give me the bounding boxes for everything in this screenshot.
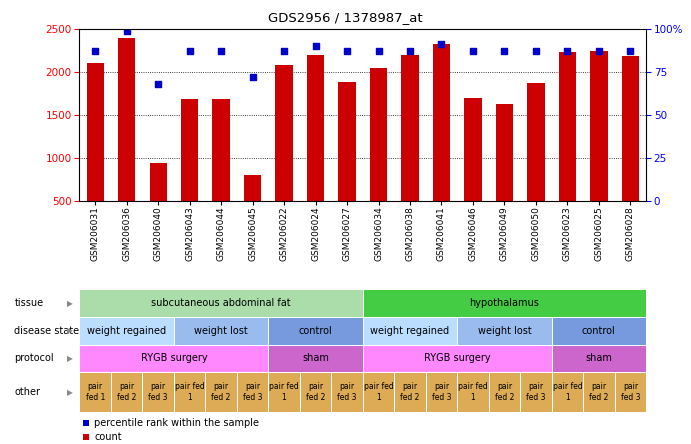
- Text: pair fed
1: pair fed 1: [363, 382, 393, 402]
- Point: [625, 48, 636, 55]
- Text: pair
fed 2: pair fed 2: [117, 382, 136, 402]
- Text: pair
fed 3: pair fed 3: [149, 382, 168, 402]
- Text: control: control: [299, 326, 332, 336]
- Text: pair
fed 2: pair fed 2: [211, 382, 231, 402]
- Point: [310, 43, 321, 50]
- Bar: [339, 82, 356, 244]
- Text: pair
fed 2: pair fed 2: [306, 382, 325, 402]
- Bar: [212, 99, 230, 244]
- Text: count: count: [94, 432, 122, 442]
- Text: disease state: disease state: [15, 326, 79, 336]
- Bar: [149, 163, 167, 244]
- Bar: [433, 44, 450, 244]
- Text: weight regained: weight regained: [87, 326, 167, 336]
- Text: pair
fed 3: pair fed 3: [243, 382, 263, 402]
- Text: ▶: ▶: [67, 326, 73, 335]
- Point: [121, 27, 132, 34]
- Point: [594, 48, 605, 55]
- Bar: [307, 55, 324, 244]
- Text: tissue: tissue: [15, 298, 44, 308]
- Bar: [495, 104, 513, 244]
- Text: GDS2956 / 1378987_at: GDS2956 / 1378987_at: [268, 11, 423, 24]
- Text: weight lost: weight lost: [194, 326, 248, 336]
- Point: [278, 48, 290, 55]
- Bar: [401, 55, 419, 244]
- Text: pair
fed 2: pair fed 2: [495, 382, 514, 402]
- Bar: [464, 98, 482, 244]
- Point: [436, 41, 447, 48]
- Text: ▶: ▶: [67, 299, 73, 308]
- Text: hypothalamus: hypothalamus: [469, 298, 540, 308]
- Text: ▶: ▶: [67, 388, 73, 396]
- Point: [341, 48, 352, 55]
- Text: pair
fed 3: pair fed 3: [526, 382, 546, 402]
- Bar: [276, 65, 293, 244]
- Point: [247, 73, 258, 80]
- Point: [216, 48, 227, 55]
- Bar: [118, 38, 135, 244]
- Bar: [559, 52, 576, 244]
- Point: [467, 48, 478, 55]
- Bar: [86, 63, 104, 244]
- Text: ▶: ▶: [67, 354, 73, 363]
- Text: sham: sham: [302, 353, 329, 363]
- Bar: [622, 56, 639, 244]
- Text: other: other: [15, 387, 40, 397]
- Text: RYGB surgery: RYGB surgery: [424, 353, 491, 363]
- Text: weight regained: weight regained: [370, 326, 450, 336]
- Point: [373, 48, 384, 55]
- Text: subcutaneous abdominal fat: subcutaneous abdominal fat: [151, 298, 291, 308]
- Text: pair
fed 3: pair fed 3: [432, 382, 451, 402]
- Text: pair fed
1: pair fed 1: [175, 382, 205, 402]
- Point: [90, 48, 101, 55]
- Text: pair fed
1: pair fed 1: [458, 382, 488, 402]
- Point: [404, 48, 415, 55]
- Bar: [370, 67, 387, 244]
- Text: pair
fed 3: pair fed 3: [621, 382, 640, 402]
- Text: sham: sham: [585, 353, 612, 363]
- Point: [562, 48, 573, 55]
- Bar: [244, 175, 261, 244]
- Point: [184, 48, 195, 55]
- Point: [153, 80, 164, 87]
- Text: control: control: [582, 326, 616, 336]
- Text: pair
fed 1: pair fed 1: [86, 382, 105, 402]
- Bar: [181, 99, 198, 244]
- Point: [499, 48, 510, 55]
- Text: weight lost: weight lost: [477, 326, 531, 336]
- Text: pair fed
1: pair fed 1: [269, 382, 299, 402]
- Point: [531, 48, 542, 55]
- Text: RYGB surgery: RYGB surgery: [140, 353, 207, 363]
- Text: pair fed
1: pair fed 1: [553, 382, 583, 402]
- Text: pair
fed 3: pair fed 3: [337, 382, 357, 402]
- Text: pair
fed 2: pair fed 2: [589, 382, 609, 402]
- Bar: [527, 83, 545, 244]
- Text: protocol: protocol: [15, 353, 54, 363]
- Text: percentile rank within the sample: percentile rank within the sample: [94, 418, 259, 428]
- Bar: [590, 51, 607, 244]
- Text: pair
fed 2: pair fed 2: [400, 382, 419, 402]
